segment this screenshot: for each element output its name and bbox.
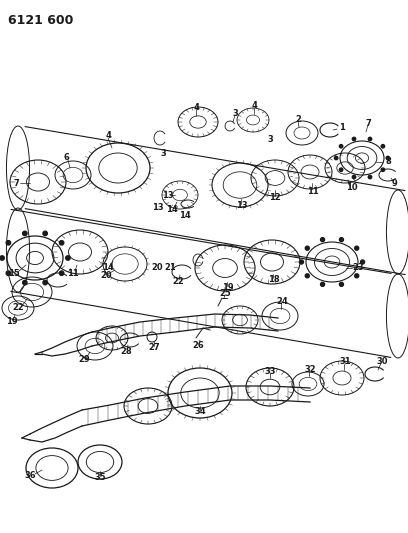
Text: 19: 19	[222, 284, 234, 293]
Circle shape	[60, 271, 64, 276]
Circle shape	[43, 280, 47, 285]
Text: 11: 11	[307, 187, 319, 196]
Circle shape	[368, 175, 372, 179]
Circle shape	[305, 246, 309, 250]
Text: 25: 25	[219, 288, 231, 297]
Text: 6121 600: 6121 600	[8, 14, 73, 27]
Text: 32: 32	[304, 366, 316, 375]
Circle shape	[381, 168, 385, 172]
Circle shape	[321, 238, 324, 241]
Text: 2: 2	[295, 115, 301, 124]
Text: 28: 28	[120, 348, 132, 357]
Circle shape	[305, 274, 309, 278]
Circle shape	[43, 231, 47, 236]
Text: 3: 3	[160, 149, 166, 157]
Circle shape	[361, 260, 365, 264]
Text: 14: 14	[102, 263, 114, 272]
Circle shape	[355, 246, 359, 250]
Text: 24: 24	[276, 297, 288, 306]
Text: 3: 3	[232, 109, 238, 117]
Circle shape	[299, 260, 304, 264]
Circle shape	[6, 271, 11, 276]
Text: 23: 23	[352, 263, 364, 272]
Circle shape	[381, 144, 385, 148]
Text: 20: 20	[151, 263, 163, 272]
Text: 35: 35	[94, 473, 106, 482]
Circle shape	[353, 175, 356, 179]
Text: 19: 19	[6, 318, 18, 327]
Text: 14: 14	[166, 206, 178, 214]
Circle shape	[339, 238, 344, 241]
Text: 22: 22	[172, 278, 184, 287]
Circle shape	[335, 156, 338, 160]
Circle shape	[355, 274, 359, 278]
Text: 10: 10	[346, 183, 358, 192]
Circle shape	[22, 231, 27, 236]
Text: 4: 4	[105, 131, 111, 140]
Text: 31: 31	[339, 358, 351, 367]
Text: 18: 18	[268, 276, 280, 285]
Text: 8: 8	[385, 157, 391, 166]
Text: 9: 9	[391, 179, 397, 188]
Text: 13: 13	[162, 191, 174, 200]
Circle shape	[60, 240, 64, 245]
Circle shape	[353, 138, 356, 141]
Text: 13: 13	[152, 204, 164, 213]
Text: 33: 33	[264, 367, 276, 376]
Text: 3: 3	[267, 135, 273, 144]
Text: 22: 22	[12, 303, 24, 312]
Text: 11: 11	[67, 269, 79, 278]
Circle shape	[386, 156, 390, 160]
Circle shape	[0, 256, 4, 260]
Circle shape	[22, 280, 27, 285]
Text: 15: 15	[8, 270, 20, 279]
Text: 36: 36	[24, 472, 36, 481]
Text: 13: 13	[236, 201, 248, 211]
Circle shape	[66, 256, 70, 260]
Text: 6: 6	[63, 154, 69, 163]
Text: 4: 4	[251, 101, 257, 110]
Text: 4: 4	[193, 102, 199, 111]
Circle shape	[6, 240, 11, 245]
Circle shape	[321, 282, 324, 286]
Text: 27: 27	[148, 343, 160, 352]
Circle shape	[339, 144, 343, 148]
Circle shape	[339, 168, 343, 172]
Circle shape	[368, 138, 372, 141]
Text: 30: 30	[376, 358, 388, 367]
Text: 21: 21	[164, 263, 176, 272]
Circle shape	[339, 282, 344, 286]
Text: 34: 34	[194, 408, 206, 416]
Text: 26: 26	[192, 342, 204, 351]
Text: 7: 7	[13, 179, 19, 188]
Text: 20: 20	[100, 271, 112, 280]
Text: 7: 7	[365, 118, 371, 127]
Text: 14: 14	[179, 211, 191, 220]
Text: 1: 1	[339, 124, 345, 133]
Text: 12: 12	[269, 193, 281, 203]
Text: 29: 29	[78, 356, 90, 365]
